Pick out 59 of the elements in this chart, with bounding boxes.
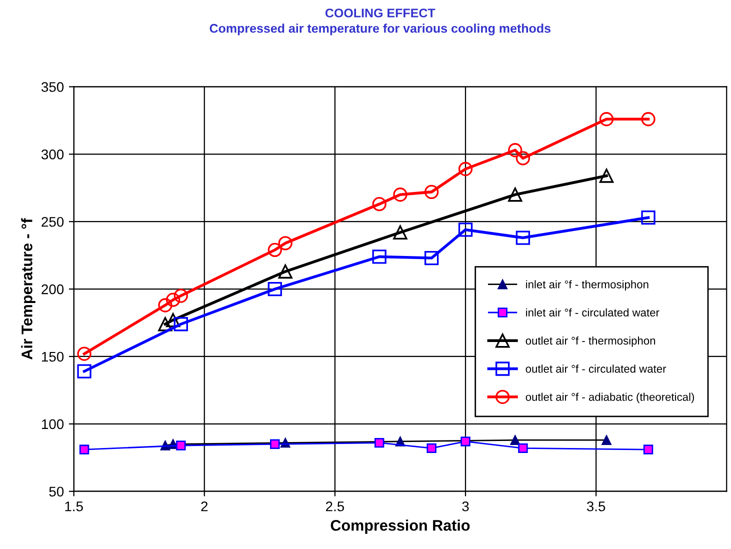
point bbox=[508, 143, 522, 158]
x-tick-label: 3 bbox=[462, 501, 469, 512]
point bbox=[158, 317, 172, 332]
point bbox=[174, 317, 188, 332]
point bbox=[270, 439, 280, 450]
point bbox=[174, 288, 188, 303]
point bbox=[268, 282, 282, 296]
legend-label: inlet air °f - thermosiphon bbox=[526, 280, 648, 291]
y-axis-title: Air Temperature - °f bbox=[21, 218, 36, 360]
point bbox=[278, 264, 292, 279]
y-tick-label: 300 bbox=[41, 150, 64, 160]
legend-label: inlet air °f - circulated water bbox=[526, 308, 660, 316]
point bbox=[278, 236, 292, 250]
point bbox=[460, 436, 470, 446]
x-tick-label: 1.5 bbox=[65, 502, 83, 512]
point bbox=[602, 435, 612, 445]
point bbox=[77, 346, 92, 361]
point bbox=[158, 298, 172, 312]
point bbox=[508, 188, 522, 202]
point bbox=[424, 250, 439, 266]
chart-title: COOLING EFFECT bbox=[325, 8, 436, 18]
chart-subtitle: Compressed air temperature for various cooling methods bbox=[210, 24, 550, 36]
point bbox=[426, 443, 436, 454]
legend-label: outlet air °f - circulated water bbox=[526, 364, 666, 373]
y-tick-label: 150 bbox=[42, 352, 64, 362]
point bbox=[641, 210, 656, 225]
point bbox=[372, 196, 386, 212]
point bbox=[166, 292, 180, 307]
point bbox=[176, 440, 186, 450]
x-tick-label: 2.5 bbox=[326, 501, 344, 512]
point bbox=[79, 444, 90, 454]
point bbox=[599, 112, 614, 126]
point bbox=[458, 222, 473, 237]
point bbox=[372, 250, 386, 264]
y-tick-label: 250 bbox=[42, 216, 64, 227]
point bbox=[424, 184, 439, 200]
point bbox=[393, 225, 408, 240]
y-tick-label: 100 bbox=[42, 419, 64, 430]
x-tick-label: 3.5 bbox=[586, 501, 606, 512]
point bbox=[374, 438, 384, 448]
legend-label: outlet air °f - adiabatic (theoretical) bbox=[526, 392, 694, 404]
point bbox=[458, 162, 473, 176]
point bbox=[393, 188, 408, 202]
point bbox=[268, 242, 282, 258]
point bbox=[516, 230, 530, 245]
point bbox=[641, 112, 656, 126]
point bbox=[166, 312, 180, 328]
legend-label: outlet air °f - thermosiphon bbox=[526, 336, 656, 347]
x-tick-label: 2 bbox=[201, 501, 208, 512]
point bbox=[77, 364, 92, 378]
point bbox=[599, 168, 614, 183]
point bbox=[510, 435, 520, 445]
y-tick-label: 200 bbox=[42, 284, 64, 294]
y-tick-label: 50 bbox=[49, 486, 64, 497]
x-axis-title: Compression Ratio bbox=[330, 520, 470, 534]
point bbox=[643, 444, 654, 454]
y-tick-label: 350 bbox=[41, 82, 64, 92]
point bbox=[518, 443, 528, 454]
point bbox=[516, 151, 530, 166]
